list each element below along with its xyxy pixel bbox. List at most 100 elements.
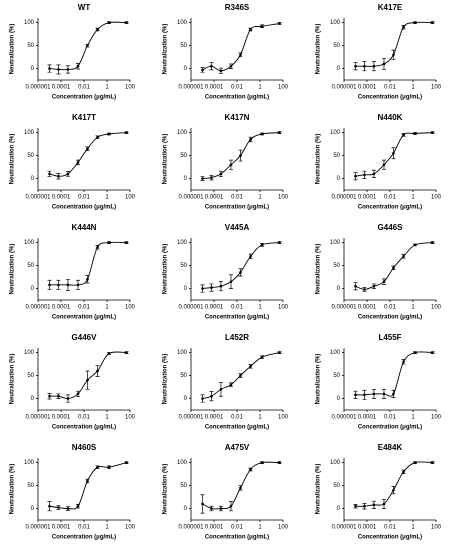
point (431, 461, 434, 464)
y-tick-label: 100 (24, 240, 35, 246)
point (219, 284, 223, 288)
x-axis-label: Concentration (μg/mL) (205, 425, 269, 431)
x-tick-label: 0.0001 (205, 85, 224, 91)
x-tick-label: 0.0001 (52, 305, 71, 311)
point (219, 69, 223, 73)
point (76, 161, 80, 164)
y-tick-label: 0 (337, 396, 341, 402)
x-tick-label: 0.0001 (358, 415, 377, 421)
point (229, 504, 233, 508)
y-axis-label: Neutralization (%) (163, 134, 169, 185)
point (363, 288, 366, 291)
y-tick-label: 50 (180, 43, 187, 49)
x-tick-label: 100 (125, 305, 136, 311)
point (96, 369, 99, 373)
y-tick-label: 100 (330, 20, 341, 26)
panel: G446V Neutralization (%) Concentration (μg… (10, 333, 136, 430)
point (249, 468, 252, 471)
point (249, 255, 252, 258)
panel-title: E484K (378, 443, 403, 452)
x-tick-label: 0.0001 (205, 415, 224, 421)
x-tick-label: 0.0001 (205, 195, 224, 201)
x-tick-label: 0.01 (78, 85, 90, 91)
x-axis-label: Concentration (μg/mL) (205, 535, 269, 541)
x-tick-label: 1 (411, 195, 415, 201)
point (392, 266, 395, 270)
panel: WT Neutralization (%) Concentration (μg/mL… (10, 3, 136, 100)
y-tick-label: 100 (24, 20, 35, 26)
point (107, 21, 111, 24)
y-tick-label: 100 (177, 240, 188, 246)
curve (49, 462, 127, 510)
x-tick-label: 1 (105, 85, 109, 91)
y-axis-label: Neutralization (%) (316, 24, 322, 75)
point (48, 504, 51, 508)
panel-title: R346S (225, 3, 250, 12)
y-axis-label: Neutralization (%) (316, 354, 322, 405)
point (107, 241, 111, 244)
panel-title: L455F (378, 333, 401, 342)
panel: N460S Neutralization (%) Concentration (μg… (10, 443, 136, 540)
point (363, 173, 366, 177)
y-tick-label: 100 (330, 240, 341, 246)
panel: L455F Neutralization (%) Concentration (μg… (316, 333, 442, 430)
panel-title: K417T (72, 113, 96, 122)
x-tick-label: 1 (105, 195, 109, 201)
y-tick-label: 50 (333, 43, 340, 49)
point (392, 151, 395, 155)
point (260, 132, 264, 136)
point (219, 507, 223, 510)
x-tick-label: 100 (278, 85, 289, 91)
x-tick-label: 100 (278, 305, 289, 311)
x-tick-label: 0.01 (231, 415, 243, 421)
y-tick-label: 0 (337, 176, 341, 182)
x-tick-label: 0.000001 (331, 195, 357, 201)
point (229, 280, 233, 283)
panel: N440K Neutralization (%) Concentration (μg… (316, 113, 442, 210)
panel: K417N Neutralization (%) Concentration (μg… (163, 113, 289, 210)
point (260, 24, 264, 28)
x-tick-label: 100 (125, 415, 136, 421)
y-tick-label: 0 (184, 66, 188, 72)
point (76, 504, 80, 508)
x-tick-label: 0.0001 (52, 525, 71, 531)
point (229, 383, 233, 387)
point (86, 44, 89, 47)
x-tick-label: 0.000001 (178, 195, 204, 201)
point (354, 174, 357, 178)
y-tick-label: 0 (337, 286, 341, 292)
x-tick-label: 0.01 (384, 195, 396, 201)
x-tick-label: 100 (125, 195, 136, 201)
y-tick-label: 0 (31, 506, 35, 512)
x-axis-label: Concentration (μg/mL) (358, 315, 422, 321)
curve (355, 461, 433, 507)
point (431, 131, 434, 134)
point (363, 393, 366, 397)
panel-title: A475V (225, 443, 250, 452)
y-axis-label: Neutralization (%) (316, 244, 322, 295)
point (363, 64, 366, 68)
point (239, 271, 242, 274)
x-axis-label: Concentration (μg/mL) (52, 315, 116, 321)
y-tick-label: 50 (27, 373, 34, 379)
point (201, 397, 204, 400)
x-tick-label: 0.0001 (358, 195, 377, 201)
x-tick-label: 100 (278, 195, 289, 201)
x-tick-label: 1 (411, 525, 415, 531)
point (57, 394, 60, 398)
point (354, 393, 357, 397)
y-axis-label: Neutralization (%) (10, 464, 16, 515)
point (201, 502, 204, 506)
point (431, 21, 434, 24)
point (57, 506, 60, 509)
point (48, 172, 51, 176)
x-tick-label: 1 (258, 415, 262, 421)
y-axis-label: Neutralization (%) (10, 24, 16, 75)
point (382, 502, 386, 506)
point (96, 28, 99, 31)
x-tick-label: 0.000001 (331, 85, 357, 91)
point (76, 283, 80, 287)
y-axis-label: Neutralization (%) (163, 464, 169, 515)
y-tick-label: 0 (31, 396, 35, 402)
x-tick-label: 1 (258, 195, 262, 201)
